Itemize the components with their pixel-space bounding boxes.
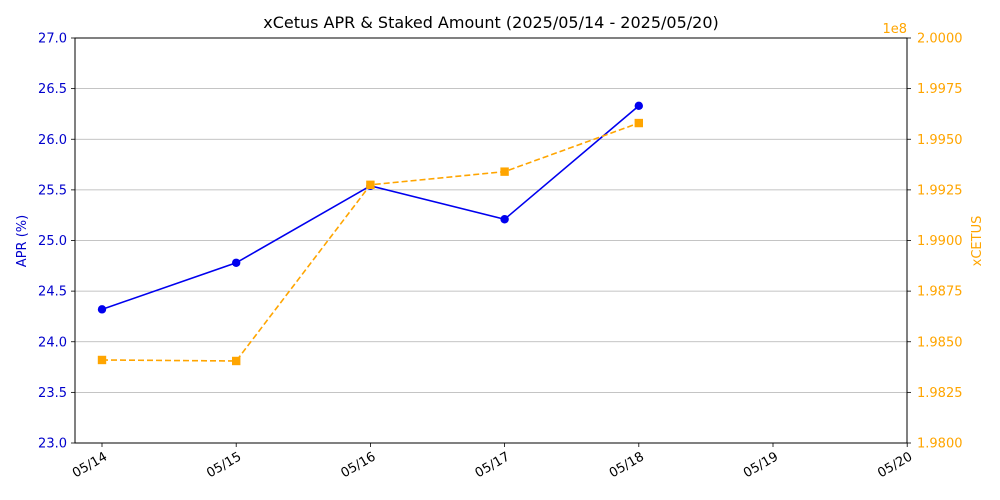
staked-point xyxy=(366,180,375,190)
apr-point xyxy=(97,305,107,314)
x-tick-label: 05/18 xyxy=(607,449,647,481)
apr-line xyxy=(101,105,640,311)
right-tick-label: 1.9900 xyxy=(917,234,963,249)
right-axis-label: xCETUS xyxy=(970,216,985,267)
x-tick-label: 05/14 xyxy=(70,449,110,481)
right-tick-label: 1.9800 xyxy=(917,437,963,452)
x-tick-label: 05/19 xyxy=(741,449,781,481)
right-tick-label: 2.0000 xyxy=(917,32,963,47)
x-tick-label: 05/16 xyxy=(338,449,378,481)
left-tick-label: 23.5 xyxy=(38,386,67,401)
staked-line xyxy=(101,122,640,362)
right-tick-label: 1.9950 xyxy=(917,133,963,148)
left-tick-label: 26.5 xyxy=(38,82,67,97)
staked-point xyxy=(500,167,509,176)
x-tick-label: 05/20 xyxy=(875,449,915,481)
apr-point xyxy=(634,101,643,111)
staked-point xyxy=(634,118,643,128)
right-tick-label: 1.9825 xyxy=(917,386,963,401)
right-tick-label: 1.9850 xyxy=(917,335,963,350)
series-layer xyxy=(97,101,643,366)
left-tick-label: 25.0 xyxy=(38,234,67,249)
left-axis-ticks: 23.0 23.5 24.0 24.5 25.0 25.5 26.0 26.5 27.0 xyxy=(38,32,75,452)
apr-point xyxy=(500,215,509,224)
staked-point xyxy=(232,356,241,366)
left-tick-label: 24.5 xyxy=(38,285,67,300)
right-axis-ticks: 1.9800 1.9825 1.9850 1.9875 1.9900 1.9925 1.99… xyxy=(907,32,963,452)
left-tick-label: 27.0 xyxy=(38,32,67,47)
right-tick-label: 1.9975 xyxy=(917,82,963,97)
staked-point xyxy=(97,355,107,365)
x-axis-ticks: 05/14 05/15 05/16 05/17 05/18 05/19 05/20 xyxy=(70,443,915,481)
right-axis-multiplier: 1e8 xyxy=(882,22,907,37)
x-tick-label: 05/15 xyxy=(204,449,244,481)
left-tick-label: 25.5 xyxy=(38,183,67,198)
left-tick-label: 26.0 xyxy=(38,133,67,148)
left-tick-label: 23.0 xyxy=(38,437,67,452)
chart-title: xCetus APR & Staked Amount (2025/05/14 -… xyxy=(263,13,719,32)
x-tick-label: 05/17 xyxy=(473,449,513,481)
left-tick-label: 24.0 xyxy=(38,335,67,350)
gridlines xyxy=(75,88,907,393)
right-tick-label: 1.9925 xyxy=(917,183,963,198)
right-tick-label: 1.9875 xyxy=(917,285,963,300)
apr-point xyxy=(232,258,241,267)
left-axis-label: APR (%) xyxy=(15,215,30,267)
